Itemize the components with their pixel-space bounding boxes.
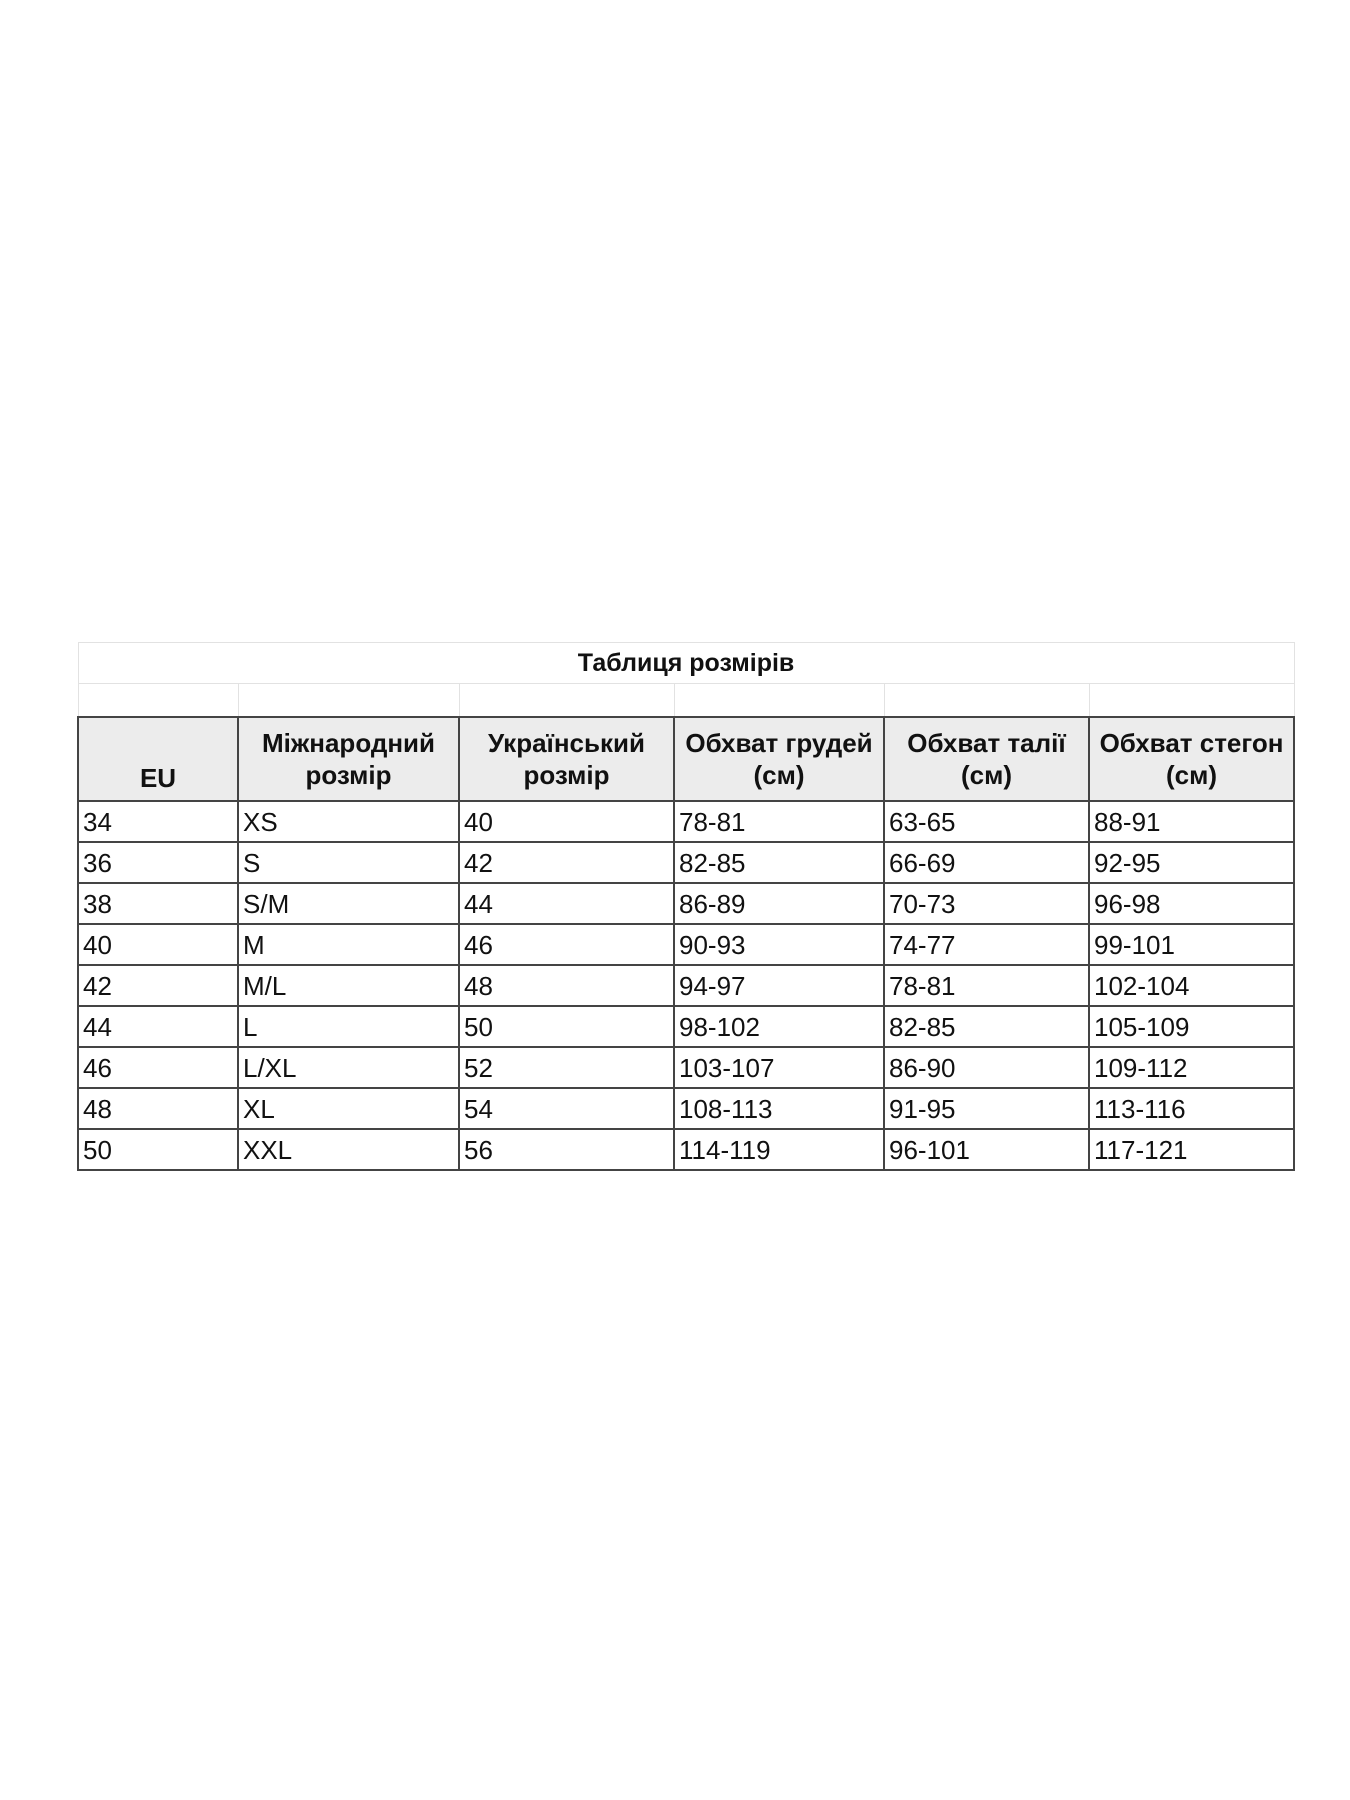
cell-hips: 92-95 [1087,841,1296,884]
cell-eu: 38 [77,882,239,925]
cell-chest: 114-119 [673,1128,885,1171]
table-row: 36 S 42 82-85 66-69 92-95 [77,841,1296,884]
cell-ukrainian: 46 [458,923,675,966]
size-chart-table: Таблиця розмірів EU Міжнародний розмір У… [77,642,1296,1171]
table-row: 50 XXL 56 114-119 96-101 117-121 [77,1128,1296,1171]
cell-hips: 113-116 [1087,1087,1296,1130]
table-row: 42 M/L 48 94-97 78-81 102-104 [77,964,1296,1007]
cell-ukrainian: 40 [458,800,675,843]
cell-hips: 117-121 [1087,1128,1296,1171]
cell-international: M [237,923,460,966]
table-row: 34 XS 40 78-81 63-65 88-91 [77,800,1296,843]
cell-international: L [237,1005,460,1048]
cell-eu: 36 [77,841,239,884]
blank-cell [673,683,885,718]
cell-waist: 86-90 [883,1046,1090,1089]
cell-hips: 96-98 [1087,882,1296,925]
blank-cell [883,683,1090,718]
cell-eu: 46 [77,1046,239,1089]
cell-international: M/L [237,964,460,1007]
cell-ukrainian: 48 [458,964,675,1007]
cell-international: L/XL [237,1046,460,1089]
blank-cell [237,683,460,718]
cell-chest: 90-93 [673,923,885,966]
cell-hips: 88-91 [1087,800,1296,843]
cell-hips: 99-101 [1087,923,1296,966]
cell-international: S/M [237,882,460,925]
cell-hips: 102-104 [1087,964,1296,1007]
cell-ukrainian: 52 [458,1046,675,1089]
cell-waist: 91-95 [883,1087,1090,1130]
cell-waist: 63-65 [883,800,1090,843]
cell-international: S [237,841,460,884]
header-row: EU Міжнародний розмір Український розмір… [77,716,1296,802]
cell-hips: 109-112 [1087,1046,1296,1089]
cell-eu: 50 [77,1128,239,1171]
blank-cell [77,683,239,718]
blank-cell [1088,683,1295,718]
cell-chest: 78-81 [673,800,885,843]
cell-eu: 40 [77,923,239,966]
header-chest: Обхват грудей (см) [673,716,885,802]
header-international-size: Міжнародний розмір [237,716,460,802]
table-row: 38 S/M 44 86-89 70-73 96-98 [77,882,1296,925]
cell-eu: 34 [77,800,239,843]
cell-ukrainian: 50 [458,1005,675,1048]
cell-waist: 96-101 [883,1128,1090,1171]
cell-international: XS [237,800,460,843]
cell-chest: 98-102 [673,1005,885,1048]
header-hips: Обхват стегон (см) [1087,716,1296,802]
blank-row [77,683,1295,718]
blank-cell [458,683,675,718]
cell-chest: 94-97 [673,964,885,1007]
cell-international: XL [237,1087,460,1130]
table-row: 48 XL 54 108-113 91-95 113-116 [77,1087,1296,1130]
cell-waist: 78-81 [883,964,1090,1007]
header-eu: EU [77,716,239,802]
cell-chest: 86-89 [673,882,885,925]
cell-ukrainian: 44 [458,882,675,925]
cell-eu: 44 [77,1005,239,1048]
cell-hips: 105-109 [1087,1005,1296,1048]
cell-ukrainian: 56 [458,1128,675,1171]
header-ukrainian-size: Український розмір [458,716,675,802]
cell-chest: 82-85 [673,841,885,884]
cell-ukrainian: 54 [458,1087,675,1130]
cell-waist: 66-69 [883,841,1090,884]
cell-eu: 48 [77,1087,239,1130]
cell-international: XXL [237,1128,460,1171]
table-row: 46 L/XL 52 103-107 86-90 109-112 [77,1046,1296,1089]
cell-waist: 74-77 [883,923,1090,966]
cell-chest: 108-113 [673,1087,885,1130]
cell-waist: 70-73 [883,882,1090,925]
cell-eu: 42 [77,964,239,1007]
title-row: Таблиця розмірів [77,642,1295,684]
header-waist: Обхват талії (см) [883,716,1090,802]
cell-chest: 103-107 [673,1046,885,1089]
table-row: 40 M 46 90-93 74-77 99-101 [77,923,1296,966]
cell-ukrainian: 42 [458,841,675,884]
cell-waist: 82-85 [883,1005,1090,1048]
table-row: 44 L 50 98-102 82-85 105-109 [77,1005,1296,1048]
table-title: Таблиця розмірів [77,642,1295,684]
